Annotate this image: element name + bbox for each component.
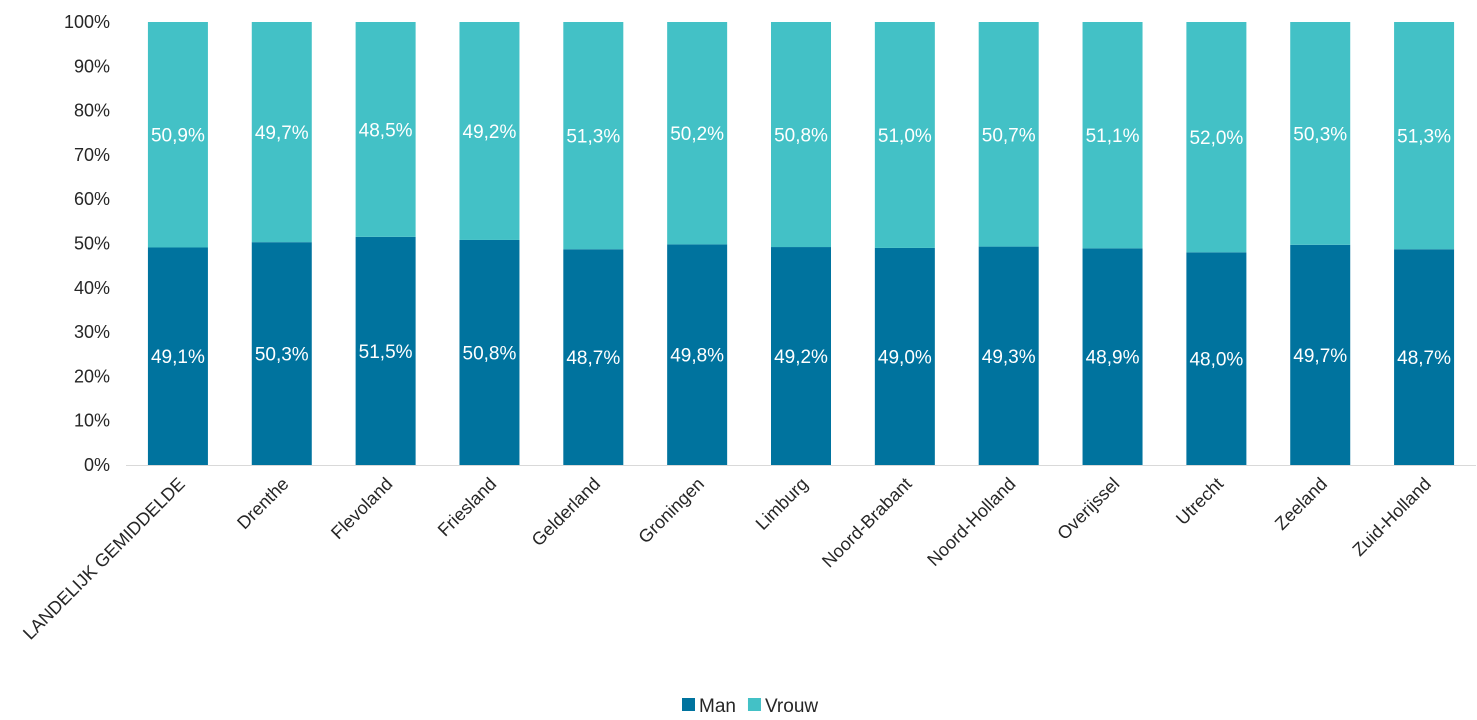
category-label: Friesland [434, 474, 500, 540]
bar-man [1186, 252, 1247, 465]
bar-man [251, 242, 312, 465]
bar-vrouw [355, 22, 416, 237]
data-label-man: 49,1% [151, 347, 205, 368]
data-label-man: 49,3% [982, 347, 1036, 368]
data-label-vrouw: 52,0% [1189, 128, 1243, 149]
y-tick-label: 70% [74, 145, 110, 165]
category-label: Zuid-Holland [1349, 474, 1435, 560]
category-label: Gelderland [528, 474, 604, 550]
data-label-vrouw: 49,2% [463, 122, 517, 143]
bar-man [459, 239, 520, 465]
y-tick-label: 90% [74, 56, 110, 76]
data-label-vrouw: 51,0% [878, 126, 932, 147]
bar-man [563, 249, 624, 465]
y-tick-label: 40% [74, 278, 110, 298]
category-label: Overijssel [1053, 474, 1123, 544]
data-label-vrouw: 50,9% [151, 126, 205, 147]
y-tick-label: 0% [84, 455, 110, 475]
bar-vrouw [251, 22, 312, 243]
data-label-vrouw: 50,8% [774, 126, 828, 147]
category-label: Zeeland [1271, 474, 1331, 534]
data-label-vrouw: 51,3% [1397, 127, 1451, 148]
category-label: Utrecht [1172, 474, 1227, 529]
category-label: Limburg [752, 474, 812, 534]
data-label-vrouw: 48,5% [359, 120, 413, 141]
data-label-vrouw: 49,7% [255, 123, 309, 144]
data-label-vrouw: 50,2% [670, 124, 724, 145]
bars [147, 22, 1455, 465]
legend-label-man: Man [699, 696, 736, 717]
bar-vrouw [1394, 22, 1455, 250]
bar-vrouw [1082, 22, 1143, 249]
category-label: Flevoland [327, 474, 396, 543]
bar-man [147, 247, 208, 465]
bar-man [667, 244, 728, 465]
data-label-vrouw: 51,1% [1086, 126, 1140, 147]
y-tick-label: 80% [74, 101, 110, 121]
data-label-man: 48,0% [1189, 350, 1243, 371]
data-label-man: 49,8% [670, 346, 724, 367]
bar-man [874, 247, 935, 465]
data-label-man: 48,7% [1397, 348, 1451, 369]
data-label-man: 48,7% [566, 348, 620, 369]
legend-label-vrouw: Vrouw [765, 696, 818, 717]
bar-vrouw [147, 22, 208, 248]
data-label-man: 50,8% [463, 343, 517, 364]
y-tick-label: 100% [64, 12, 110, 32]
category-label: Noord-Brabant [818, 474, 916, 572]
data-label-man: 50,3% [255, 345, 309, 366]
data-label-man: 48,9% [1086, 348, 1140, 369]
data-label-vrouw: 51,3% [566, 127, 620, 148]
y-tick-label: 20% [74, 366, 110, 386]
data-label-man: 49,2% [774, 347, 828, 368]
category-label: Drenthe [233, 474, 292, 533]
category-label: LANDELIJK GEMIDDELDE [19, 474, 189, 644]
data-label-vrouw: 50,7% [982, 125, 1036, 146]
bar-man [1394, 249, 1455, 465]
bar-man [355, 236, 416, 465]
category-label: Groningen [634, 474, 708, 548]
y-tick-label: 50% [74, 234, 110, 254]
bar-vrouw [459, 22, 520, 240]
bar-vrouw [1290, 22, 1351, 245]
data-label-man: 49,7% [1293, 346, 1347, 367]
x-axis: LANDELIJK GEMIDDELDE Drenthe Flevoland Frie… [19, 474, 1435, 644]
y-tick-label: 30% [74, 322, 110, 342]
legend: Man Vrouw [682, 696, 818, 717]
bar-man [771, 247, 831, 465]
y-axis: 0% 10% 20% 30% 40% 50% 60% 70% 80% 90% 100% [64, 12, 110, 475]
bar-vrouw [1186, 22, 1247, 253]
y-tick-label: 10% [74, 411, 110, 431]
data-label-man: 49,0% [878, 347, 932, 368]
bar-vrouw [771, 22, 831, 248]
bar-vrouw [667, 22, 728, 245]
bar-vrouw [978, 22, 1039, 247]
bar-vrouw [874, 22, 935, 248]
data-labels: 49,1% 50,9% 50,3% 49,7% 51,5% 48,5% 50,8% 49,2%… [151, 120, 1451, 370]
legend-swatch-man [682, 698, 695, 711]
y-tick-label: 60% [74, 189, 110, 209]
data-label-vrouw: 50,3% [1293, 124, 1347, 145]
category-label: Noord-Holland [923, 474, 1019, 570]
bar-man [1082, 248, 1143, 465]
bar-man [978, 246, 1039, 465]
data-label-man: 51,5% [359, 342, 413, 363]
bar-vrouw [563, 22, 624, 250]
legend-swatch-vrouw [747, 698, 761, 711]
bar-man [1290, 244, 1351, 465]
